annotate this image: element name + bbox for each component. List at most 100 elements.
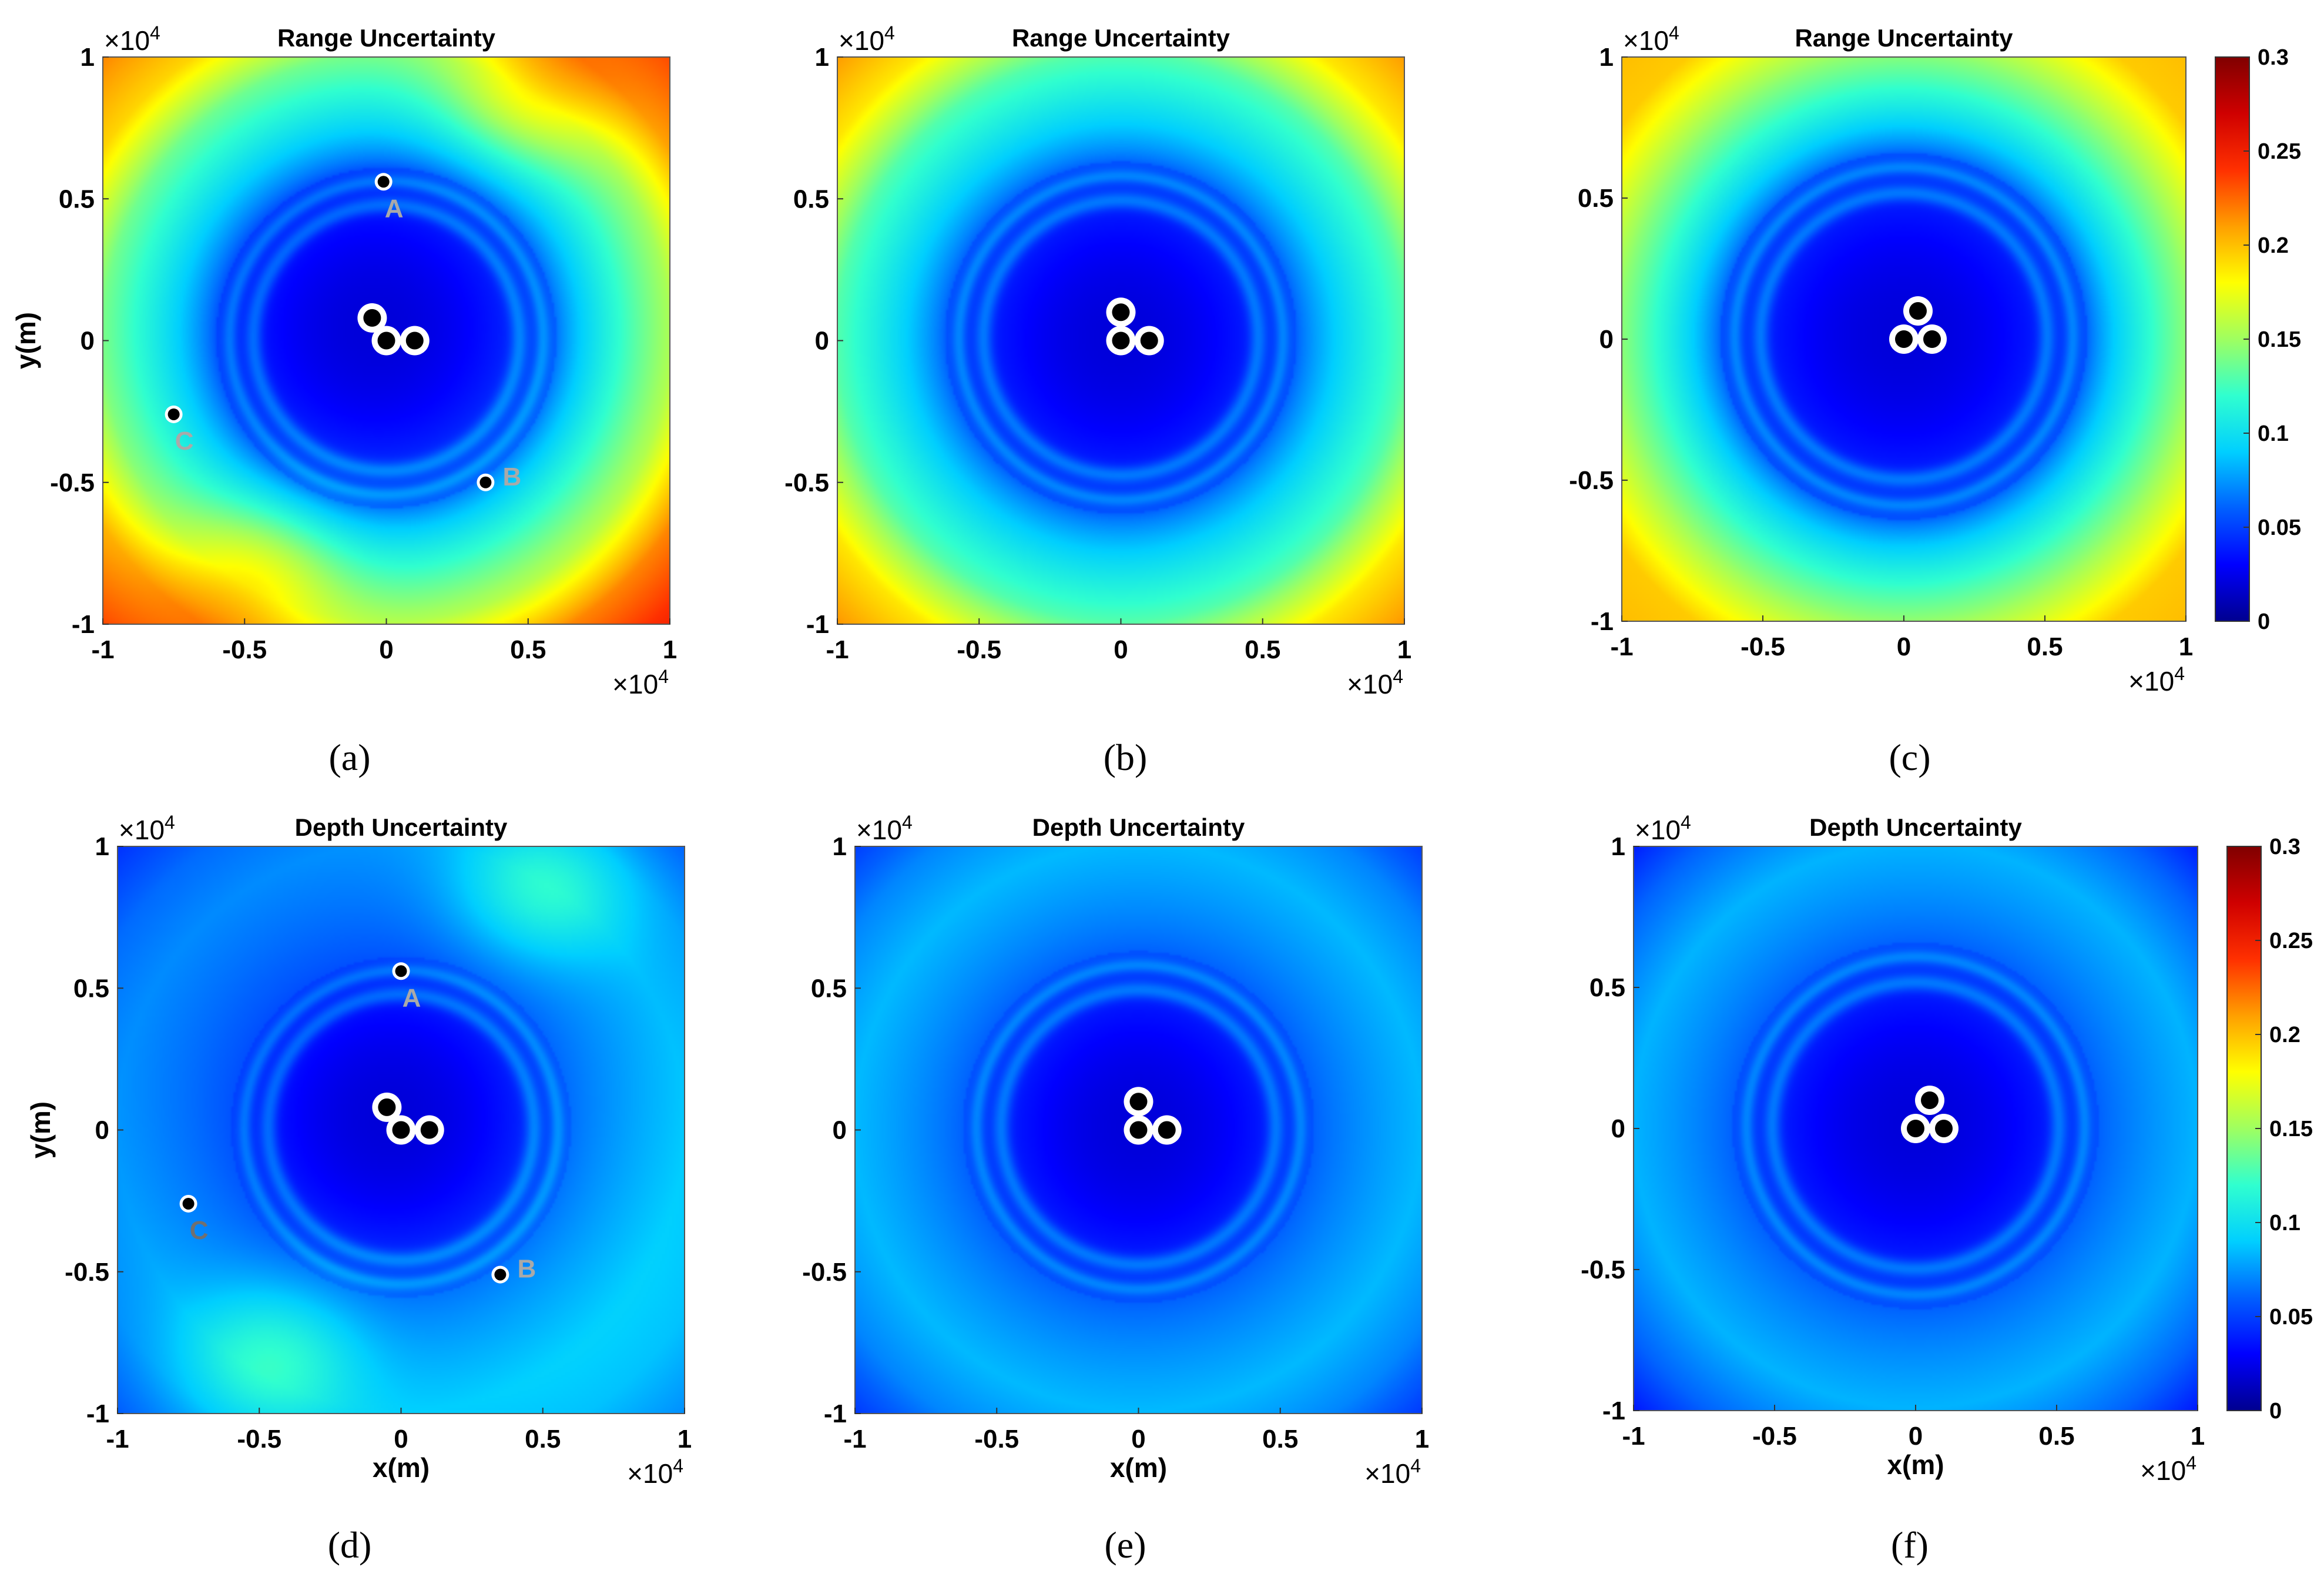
- panel-caption: (f): [1891, 1524, 1929, 1566]
- y-exponent-label: ×104: [1635, 812, 1691, 845]
- panel-d: Depth Uncertainty-1 -0.5 0 0.5 1-1-0.500.51×…: [25, 812, 692, 1566]
- x-tick-label: 0.5: [2027, 632, 2063, 661]
- panel-c: Range Uncertainty-1 -0.5 0 0.5 1-1-0.500.51×…: [1569, 22, 2301, 778]
- y-exponent-label: ×104: [856, 812, 913, 845]
- test-point-b: [494, 1268, 507, 1281]
- y-multiplier: ×10: [104, 25, 150, 56]
- sensor-marker: [420, 1121, 438, 1139]
- x-tick-label: 0: [394, 1425, 408, 1454]
- y-exponent: 4: [150, 22, 160, 43]
- x-exponent-label: ×104: [2140, 1452, 2196, 1486]
- y-tick-label: -0.5: [50, 468, 95, 497]
- x-tick-label: 1: [2191, 1422, 2205, 1451]
- y-tick-label: 0.5: [1578, 184, 1614, 213]
- y-tick-label: -0.5: [1569, 466, 1614, 495]
- panel-caption: (a): [328, 736, 370, 778]
- x-tick-label: -1: [106, 1425, 129, 1454]
- x-exponent: 4: [658, 666, 669, 687]
- y-tick-label: 0.5: [59, 185, 95, 213]
- colorbar-tick-label: 0: [2258, 610, 2270, 634]
- x-multiplier: ×10: [1347, 669, 1393, 699]
- colorbar-tick-label: 0.2: [2258, 233, 2289, 258]
- y-tick-label: -1: [824, 1399, 847, 1428]
- x-tick-label: 0: [1114, 635, 1128, 664]
- y-tick-label: 0: [1611, 1114, 1625, 1143]
- x-tick-label: 1: [2179, 632, 2193, 661]
- test-point-a: [377, 176, 390, 188]
- x-exponent: 4: [673, 1455, 683, 1476]
- panel-caption: (c): [1889, 736, 1930, 778]
- y-exponent: 4: [902, 812, 913, 833]
- colorbar-tick-label: 0: [2269, 1399, 2282, 1424]
- test-point-label: A: [385, 194, 404, 223]
- sensor-marker: [1129, 1121, 1148, 1139]
- x-axis-label: x(m): [1887, 1449, 1944, 1480]
- test-point-label: B: [517, 1255, 536, 1284]
- x-multiplier: ×10: [612, 669, 658, 699]
- y-multiplier: ×10: [1635, 815, 1681, 845]
- panel-caption: (e): [1104, 1524, 1146, 1566]
- y-tick-label: -1: [1602, 1397, 1625, 1425]
- x-tick-label: -1: [1622, 1422, 1645, 1451]
- x-tick-label: 0: [379, 635, 393, 664]
- y-multiplier: ×10: [839, 25, 884, 56]
- y-tick-label: 1: [81, 43, 95, 72]
- y-tick-label: -1: [86, 1399, 109, 1428]
- test-point-label: C: [190, 1216, 209, 1245]
- x-tick-label: -0.5: [974, 1425, 1019, 1454]
- y-tick-label: 0.5: [73, 974, 109, 1003]
- colorbar-tick-label: 0.25: [2258, 139, 2301, 164]
- y-tick-label: 1: [95, 832, 109, 861]
- test-point-label: C: [175, 427, 194, 456]
- colorbar-tick-label: 0.3: [2258, 45, 2289, 70]
- x-tick-label: 0.5: [525, 1425, 561, 1454]
- y-tick-label: 1: [815, 43, 829, 72]
- plot-title: Depth Uncertainty: [1032, 813, 1245, 841]
- x-exponent-label: ×104: [1347, 666, 1403, 699]
- y-tick-label: 1: [1599, 43, 1614, 72]
- y-exponent: 4: [1669, 22, 1679, 43]
- y-tick-label: 0.5: [1589, 973, 1625, 1002]
- sensor-marker: [1140, 331, 1158, 350]
- sensor-marker: [405, 331, 424, 350]
- panel-a: Range Uncertainty-1 -0.5 0 0.5 1-1-0.500.51×…: [11, 22, 677, 778]
- x-tick-label: 0.5: [2038, 1422, 2074, 1451]
- y-tick-label: -0.5: [1581, 1255, 1625, 1284]
- y-exponent: 4: [165, 812, 175, 833]
- x-tick-label: 0.5: [1262, 1425, 1298, 1454]
- colorbar: 0 0.05 0.1 0.15 0.2 0.25 0.3: [2215, 45, 2301, 634]
- colorbar-tick-label: 0.1: [2269, 1211, 2300, 1235]
- colorbar: 0 0.05 0.1 0.15 0.2 0.25 0.3: [2226, 835, 2313, 1424]
- y-axis-label: y(m): [11, 312, 41, 369]
- colorbar-tick-label: 0.1: [2258, 421, 2289, 446]
- y-multiplier: ×10: [856, 815, 902, 845]
- y-exponent-label: ×104: [104, 22, 160, 56]
- sensor-marker: [363, 309, 381, 327]
- y-tick-label: 0.5: [811, 974, 847, 1003]
- panel-caption: (b): [1104, 736, 1148, 778]
- panel-b: Range Uncertainty-1 -0.5 0 0.5 1-1-0.500.51×…: [784, 22, 1411, 778]
- test-point-c: [182, 1197, 194, 1210]
- test-point-c: [167, 408, 180, 420]
- sensor-marker: [1112, 331, 1130, 350]
- colorbar-tick-label: 0.15: [2269, 1117, 2313, 1141]
- x-tick-label: -0.5: [957, 635, 1001, 664]
- plot-title: Range Uncertainty: [277, 24, 496, 52]
- x-exponent-label: ×104: [1364, 1455, 1421, 1489]
- y-exponent-label: ×104: [119, 812, 175, 845]
- sensor-marker: [1909, 302, 1927, 320]
- x-exponent: 4: [2174, 663, 2185, 684]
- y-tick-label: 0: [95, 1116, 109, 1145]
- y-tick-label: -1: [806, 610, 829, 639]
- sensor-marker: [1907, 1120, 1924, 1137]
- x-multiplier: ×10: [2140, 1455, 2186, 1486]
- y-tick-label: -1: [1591, 607, 1614, 636]
- x-multiplier: ×10: [627, 1458, 673, 1489]
- sensor-marker: [392, 1121, 410, 1139]
- x-tick-label: 1: [1397, 635, 1411, 664]
- panel-caption: (d): [328, 1524, 372, 1566]
- y-tick-label: -0.5: [65, 1258, 109, 1287]
- test-point-label: A: [403, 983, 421, 1012]
- colorbar-tick-label: 0.05: [2269, 1305, 2313, 1330]
